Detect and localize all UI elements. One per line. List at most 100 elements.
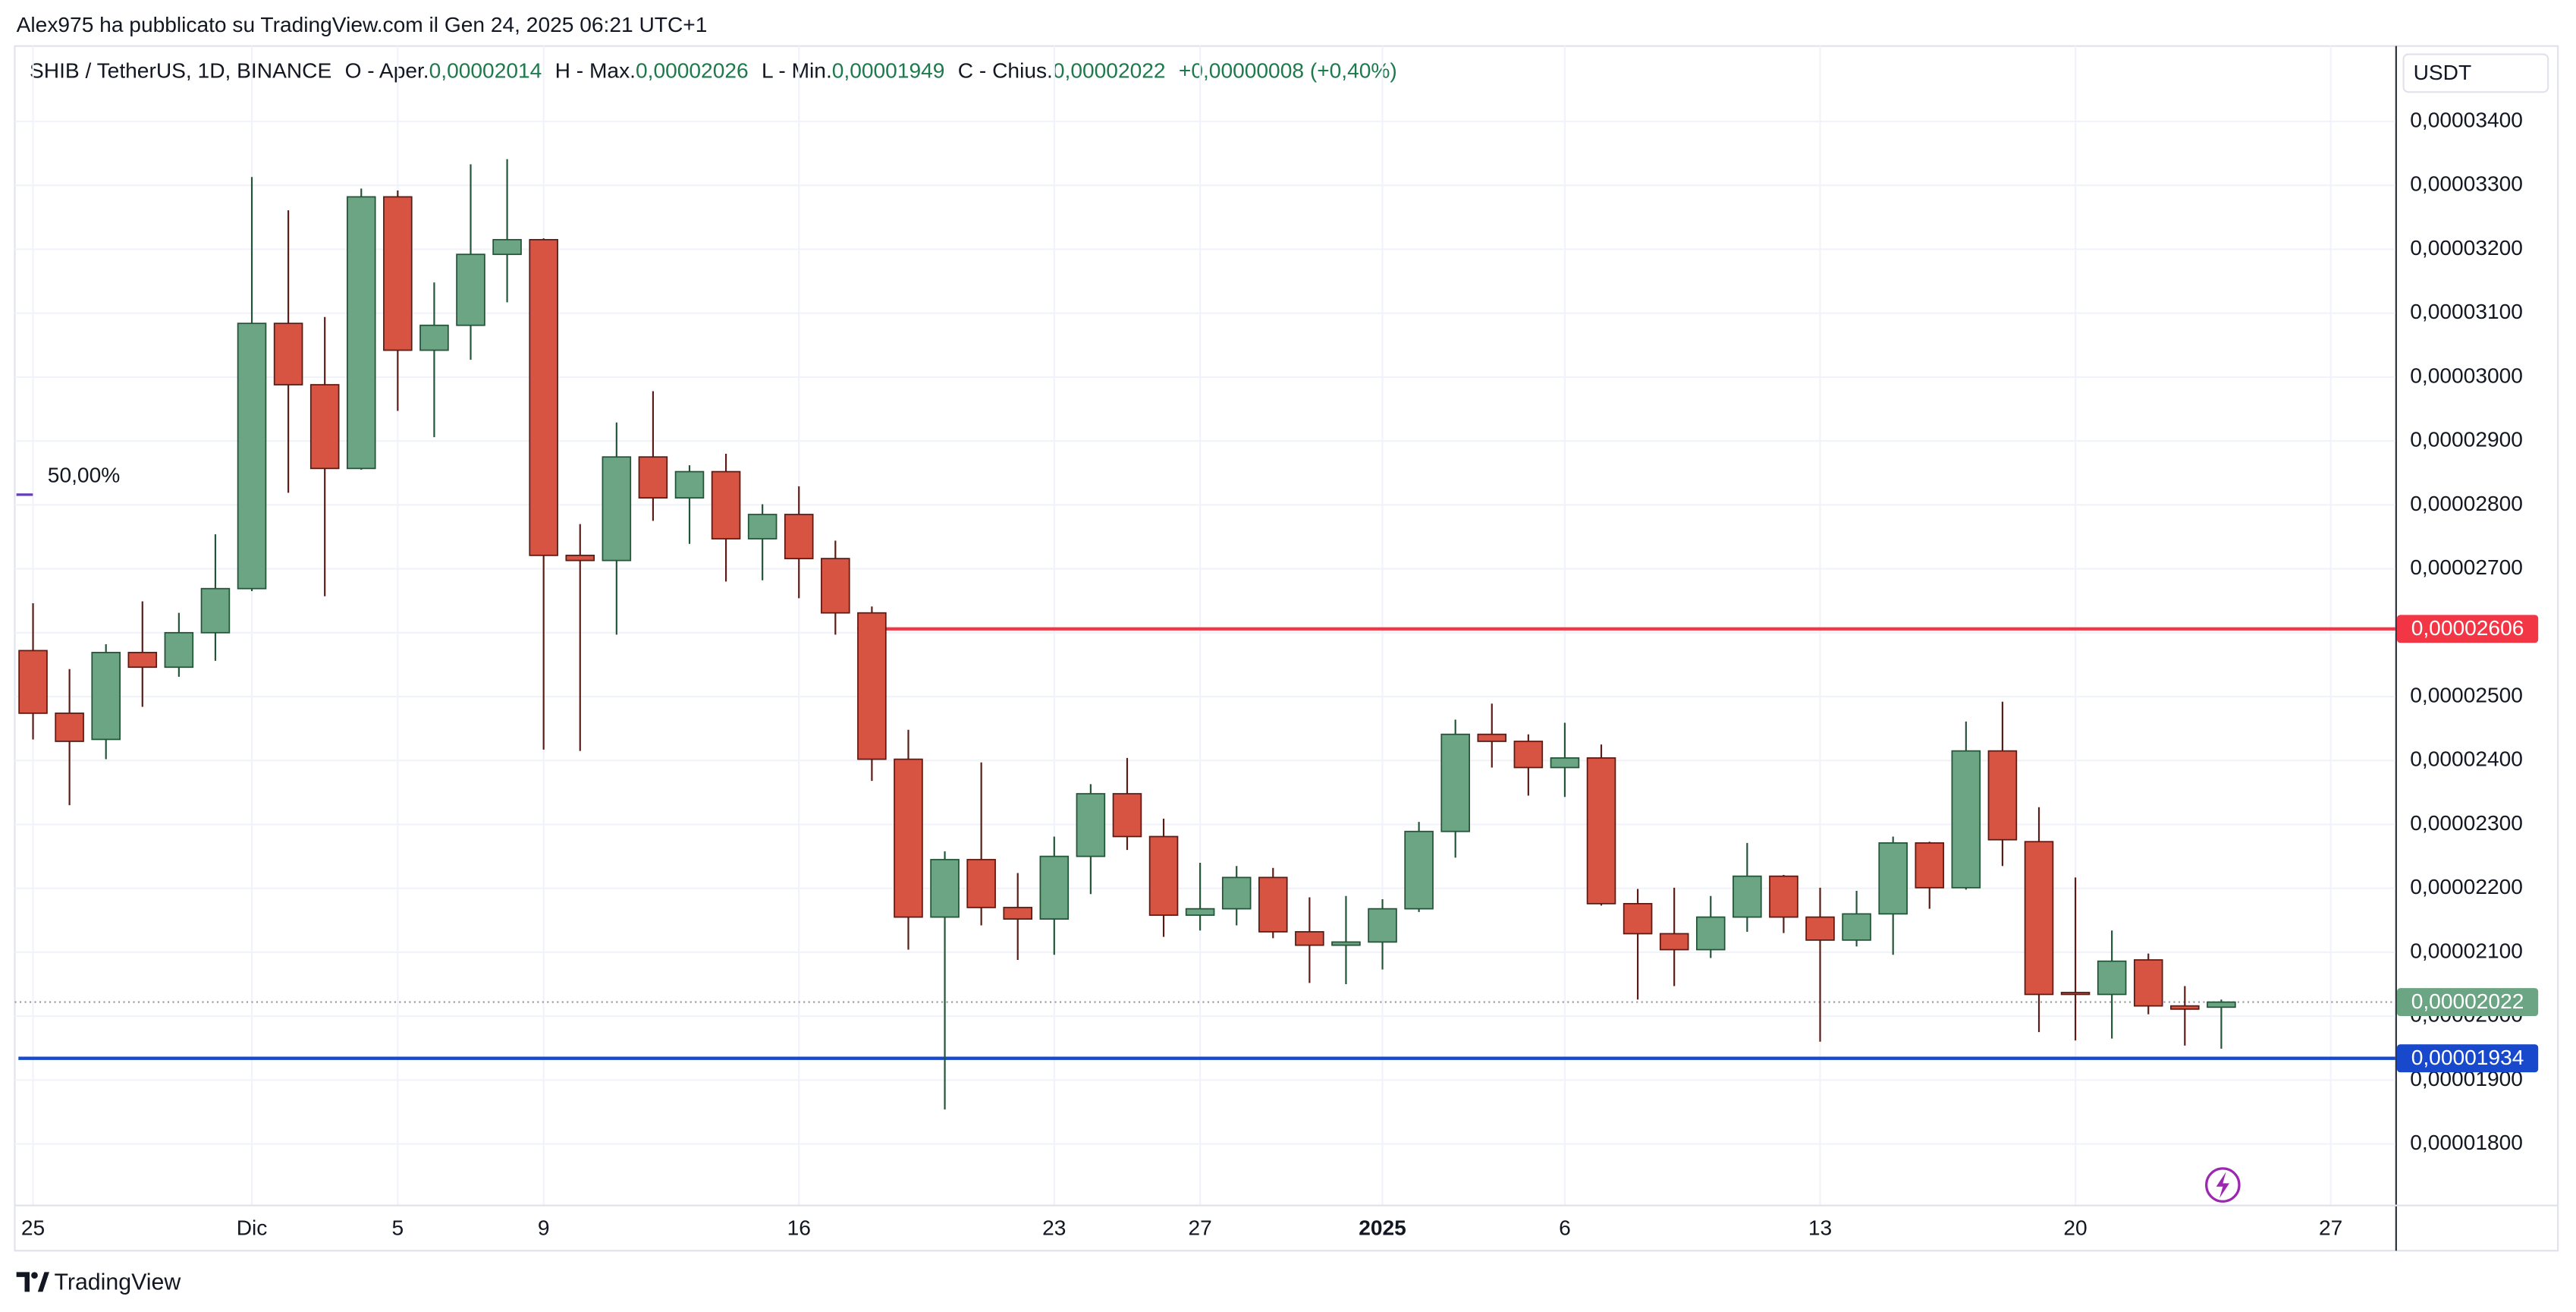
candle-body	[456, 253, 485, 326]
legend-field-value: 0,00002026	[636, 59, 749, 83]
legend-field-value: 0,00001949	[832, 59, 945, 83]
candle-body	[674, 470, 705, 499]
candle-body	[1915, 842, 1945, 889]
price-tag-label: 0,00001934	[2411, 1046, 2524, 1069]
candle-body	[1842, 913, 1871, 941]
price-tag-label: 0,00002022	[2411, 990, 2524, 1013]
candle-body	[784, 514, 814, 559]
candle-body	[1148, 835, 1179, 916]
x-tick-label: 25	[21, 1216, 45, 1239]
candle-body	[1185, 908, 1215, 916]
price-tag	[2396, 615, 2539, 643]
candle-body	[602, 456, 632, 562]
candle-body	[857, 612, 887, 760]
currency[interactable]: USDT	[2414, 61, 2472, 84]
price-tag	[2396, 1044, 2539, 1073]
candle-body	[492, 238, 522, 256]
candle-body	[1659, 933, 1689, 951]
candle-body	[273, 322, 303, 385]
y-tick-label: 0,00003200	[2410, 236, 2523, 260]
caption: Alex975 ha pubblicato su TradingView.com…	[17, 13, 708, 36]
candle-body	[2060, 992, 2091, 996]
candle-body	[747, 514, 778, 540]
y-tick-label: 0,00001800	[2410, 1131, 2523, 1154]
legend: SHIB / TetherUS, 1D, BINANCE O - Aper.0,0…	[30, 59, 1397, 83]
x-tick-label: 9	[538, 1216, 550, 1239]
x-tick-label: 23	[1042, 1216, 1066, 1239]
x-tick-label: 27	[2319, 1216, 2342, 1239]
y-tick-label: 0,00002700	[2410, 555, 2523, 579]
legend-field-name: C - Chius.	[958, 59, 1053, 83]
candle-body	[1295, 931, 1324, 946]
candle-body	[2207, 1001, 2236, 1008]
candle-body	[55, 713, 84, 742]
candle-body	[164, 631, 194, 669]
y-tick-label: 0,00002500	[2410, 683, 2523, 706]
x-tick-label: 13	[1808, 1216, 1832, 1239]
candle-body	[1331, 941, 1361, 946]
candle-body	[1513, 741, 1544, 769]
candle-body	[1550, 757, 1580, 769]
legend-field-value: 0,00002022	[1053, 59, 1166, 83]
y-tick-label: 0,00002800	[2410, 492, 2523, 515]
candle-body	[1003, 907, 1032, 920]
candle-body	[18, 650, 48, 714]
candle-body	[1368, 908, 1397, 943]
candle-body	[565, 555, 595, 562]
candle-body	[2097, 960, 2127, 996]
candle-body	[1404, 830, 1434, 910]
y-tick-label: 0,00002200	[2410, 875, 2523, 898]
event-icon[interactable]	[2205, 1167, 2241, 1203]
candle-body	[1258, 876, 1288, 933]
price-tag	[2396, 988, 2539, 1016]
candle-body	[1076, 793, 1106, 857]
candle-body	[1112, 793, 1142, 838]
candle-body	[1878, 842, 1908, 915]
candle-body	[1805, 916, 1835, 941]
candle-body	[1039, 855, 1070, 920]
x-tick-label: 16	[787, 1216, 811, 1239]
candle-body	[966, 858, 996, 908]
candle-body	[419, 324, 449, 351]
legend-field-name: H - Max.	[555, 59, 636, 83]
x-tick-label: Dic	[237, 1216, 268, 1239]
currency-box[interactable]	[2402, 53, 2549, 93]
y-tick-label: 0,00002100	[2410, 939, 2523, 962]
x-tick-label: 5	[392, 1216, 404, 1239]
frame	[14, 45, 2559, 1252]
x-tick-label: 20	[2063, 1216, 2087, 1239]
x-tick-label: 6	[1559, 1216, 1571, 1239]
candle-body	[711, 470, 741, 540]
candle-body	[127, 652, 158, 669]
event-icon-bolt	[2216, 1172, 2230, 1198]
candle-body	[1769, 875, 1798, 918]
candle-body	[2133, 959, 2163, 1007]
candle-body	[346, 196, 376, 470]
x-tick-label: 27	[1188, 1216, 1211, 1239]
price-tag-label: 0,00002606	[2411, 616, 2524, 640]
candle-body	[91, 652, 121, 741]
candle-body	[200, 587, 231, 634]
candle-body	[1221, 876, 1252, 910]
legend-field-value: 0,00002014	[429, 59, 542, 83]
y-tick-label: 0,00002400	[2410, 747, 2523, 771]
y-tick-label: 0,00003100	[2410, 300, 2523, 323]
candle-body	[1477, 733, 1507, 742]
candle-body	[894, 758, 923, 918]
candle-body	[2024, 841, 2054, 996]
legend-field-name: O - Aper.	[345, 59, 429, 83]
fib-label: 50,00%	[48, 463, 120, 486]
candle-body	[1951, 750, 1981, 889]
y-tick-label: 0,00003300	[2410, 172, 2523, 196]
candle-body	[237, 322, 267, 590]
legend-field-name: L - Min.	[762, 59, 832, 83]
candle-body	[1440, 733, 1470, 832]
candle-body	[1586, 757, 1616, 905]
y-tick-label: 0,00003000	[2410, 363, 2523, 387]
candle-body	[529, 238, 558, 556]
y-tick-label: 0,00002300	[2410, 811, 2523, 835]
y-tick-label: 0,00003400	[2410, 108, 2523, 131]
x-tick-label: 2025	[1359, 1216, 1406, 1239]
brand-logo	[16, 1272, 49, 1292]
